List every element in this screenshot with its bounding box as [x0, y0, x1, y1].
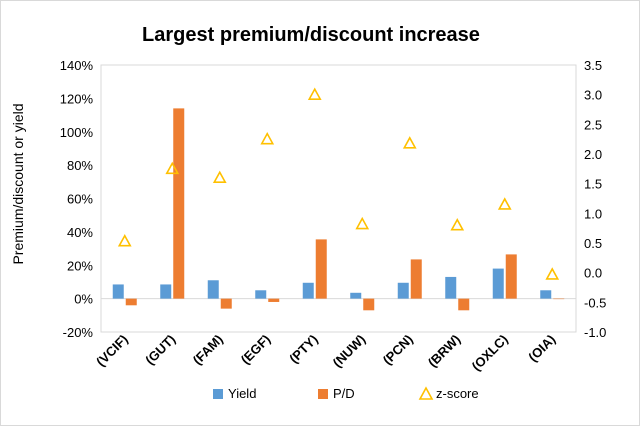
z-score-marker — [355, 216, 370, 230]
z-score-marker — [212, 170, 227, 184]
bar-yield — [492, 268, 504, 299]
category-label: (NUW) — [330, 332, 369, 371]
y-tick-label: 140% — [60, 58, 94, 73]
y2-tick-label: 1.0 — [584, 206, 602, 221]
legend-swatch — [213, 389, 223, 399]
legend-label: z-score — [436, 386, 479, 401]
y2-tick-label: 3.5 — [584, 58, 602, 73]
bar-yield — [397, 282, 409, 299]
y-tick-label: 0% — [74, 292, 93, 307]
bar-p-d — [315, 239, 327, 299]
bar-yield — [445, 276, 457, 299]
y2-tick-label: 2.0 — [584, 147, 602, 162]
chart-title: Largest premium/discount increase — [142, 24, 480, 46]
y2-tick-label: 2.5 — [584, 117, 602, 132]
bar-yield — [350, 292, 362, 299]
y2-tick-label: 0.5 — [584, 236, 602, 251]
legend-label: P/D — [333, 386, 355, 401]
bar-p-d — [125, 298, 137, 306]
category-label: (PCN) — [380, 332, 416, 368]
y2-tick-label: 1.5 — [584, 177, 602, 192]
y2-tick-label: -0.5 — [584, 295, 606, 310]
y-tick-label: 100% — [60, 125, 94, 140]
z-score-marker — [450, 218, 465, 231]
category-label: (FAM) — [190, 332, 226, 368]
bar-p-d — [220, 298, 232, 309]
category-label: (BRW) — [425, 332, 464, 371]
category-label: (OXLC) — [469, 332, 511, 374]
y2-tick-label: -1.0 — [584, 325, 606, 340]
legend: Yield P/D z-score — [213, 386, 479, 401]
bar-yield — [540, 290, 552, 299]
y-tick-label: -20% — [63, 325, 94, 340]
legend-label: Yield — [228, 386, 256, 401]
z-score-marker — [165, 161, 180, 175]
z-score-marker — [545, 267, 560, 280]
z-score-marker — [117, 234, 132, 247]
y-axis-label: Premium/discount or yield — [10, 103, 26, 264]
bar-p-d — [553, 298, 565, 300]
legend-swatch — [318, 389, 328, 399]
category-label: (VCIF) — [93, 332, 131, 370]
bar-p-d — [363, 298, 375, 311]
z-score-marker — [402, 136, 417, 149]
bar-p-d — [268, 298, 280, 302]
legend-swatch — [418, 386, 434, 400]
y2-tick-label: 3.0 — [584, 88, 602, 103]
plot-area — [100, 64, 577, 333]
z-score-marker — [497, 197, 512, 210]
bar-yield — [255, 290, 267, 299]
category-label: (GUT) — [142, 332, 178, 368]
z-score-marker — [260, 132, 275, 145]
right-axis-ticks: -1.0 -0.5 0.0 0.5 1.0 1.5 2.0 2.5 3.0 3.5 — [584, 58, 606, 340]
y-tick-label: 60% — [67, 192, 93, 207]
category-labels: (VCIF) (GUT) (FAM) (EGF) (PTY) (NUW) (PCN) (BRW… — [93, 332, 558, 374]
left-axis-ticks: -20% 0% 20% 40% 60% 80% 100% 120% 140% — [60, 58, 94, 340]
category-label: (OIA) — [525, 332, 558, 365]
z-score-marker — [307, 87, 322, 100]
category-label: (PTY) — [286, 332, 321, 367]
bar-p-d — [505, 254, 517, 299]
bar-yield — [302, 282, 314, 299]
bars-group — [112, 108, 565, 311]
y-tick-label: 80% — [67, 158, 93, 173]
y-tick-label: 20% — [67, 258, 93, 273]
category-label: (EGF) — [238, 332, 274, 368]
y-tick-label: 40% — [67, 225, 93, 240]
bar-p-d — [173, 108, 185, 299]
bar-yield — [207, 280, 219, 299]
bar-yield — [160, 284, 172, 299]
bar-p-d — [458, 298, 470, 311]
y2-tick-label: 0.0 — [584, 266, 602, 281]
markers-group — [117, 87, 560, 280]
y-tick-label: 120% — [60, 91, 94, 106]
bar-p-d — [410, 259, 422, 299]
bar-yield — [112, 284, 124, 299]
